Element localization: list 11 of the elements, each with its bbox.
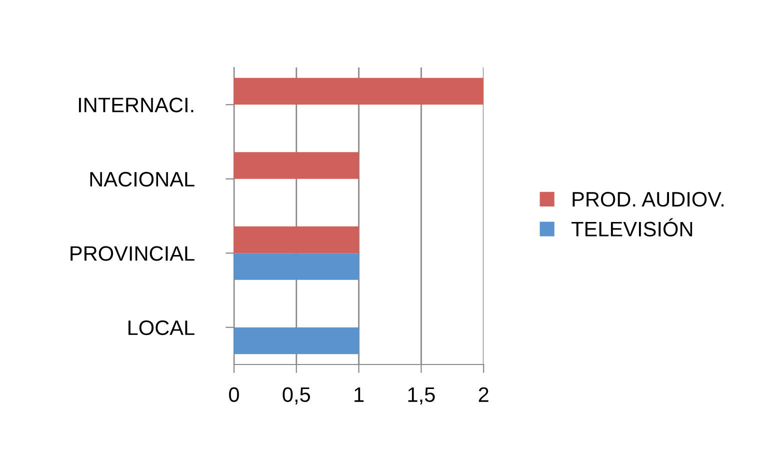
y-tick-label: PROVINCIAL — [70, 246, 194, 261]
x-tick-label: 1,5 — [408, 387, 435, 404]
x-tick-label: 0,5 — [282, 387, 310, 404]
legend-label: PROD. AUDIOV. — [572, 192, 724, 207]
legend-label: TELEVISIÓN — [572, 218, 692, 237]
y-tick-label: INTERNACI. — [78, 98, 194, 112]
x-tick-label: 1 — [354, 387, 364, 402]
y-tick-label: LOCAL — [128, 320, 194, 336]
x-tick-label: 0 — [229, 387, 239, 402]
y-tick-label: NACIONAL — [90, 172, 194, 187]
x-tick-label: 2 — [478, 387, 488, 402]
